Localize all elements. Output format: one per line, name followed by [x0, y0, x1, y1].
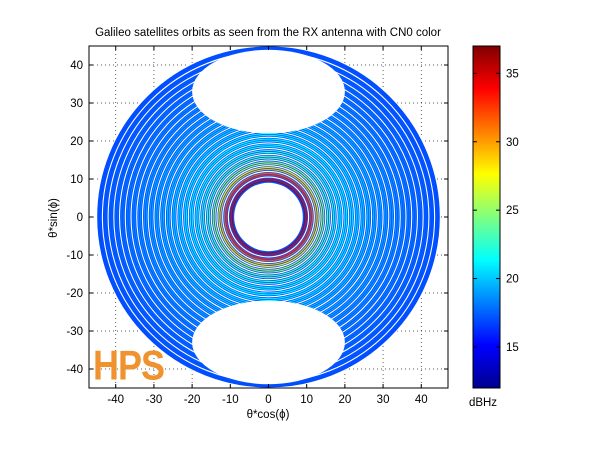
orbit-track: [203, 151, 334, 283]
colorbar-tick-label: 20: [506, 274, 519, 286]
orbit-track: [220, 168, 317, 266]
y-tick-label: -10: [66, 250, 83, 262]
orbit-track: [214, 163, 323, 271]
colorbar-label: dBHz: [469, 397, 497, 409]
orbit-track: [216, 165, 321, 269]
y-axis-ticks: -40 -30 -20 -10 0 10 20 30 40: [66, 60, 448, 376]
orbit-track: [96, 46, 441, 388]
y-tick-label: -40: [66, 364, 83, 376]
x-tick-label: 20: [338, 394, 351, 406]
orbit-track: [225, 174, 312, 260]
orbit-track: [224, 172, 313, 262]
x-tick-label: 40: [415, 394, 428, 406]
y-tick-label: -30: [66, 326, 83, 338]
x-tick-label: -40: [107, 394, 124, 406]
colorbar-tick-label: 35: [506, 68, 519, 80]
orbit-track: [197, 146, 340, 288]
y-tick-label: 40: [70, 60, 83, 72]
x-tick-label: 30: [377, 394, 390, 406]
hps-watermark-logo: HPS: [93, 341, 165, 389]
colorbar-tick-label: 30: [506, 137, 519, 149]
orbit-track: [231, 180, 306, 254]
x-tick-label: 0: [265, 394, 271, 406]
top-coverage-gap: [192, 49, 345, 134]
orbit-track: [229, 178, 308, 256]
orbit-track: [201, 149, 336, 285]
orbit-track: [199, 148, 338, 286]
x-axis-label: θ*cos(ϕ): [247, 409, 290, 421]
y-tick-label: -20: [66, 288, 83, 300]
colorbar-tick-label: 15: [506, 342, 519, 354]
orbit-track: [195, 144, 342, 290]
orbit-track: [222, 170, 315, 264]
y-axis-label: θ*sin(ϕ): [48, 198, 60, 238]
orbit-track: [227, 176, 310, 258]
orbit-track: [189, 138, 348, 296]
chart-title: Galileo satellites orbits as seen from t…: [95, 27, 441, 39]
y-tick-label: 20: [70, 136, 83, 148]
orbit-track: [206, 155, 331, 279]
x-tick-label: -30: [146, 394, 163, 406]
orbit-track: [193, 142, 344, 292]
x-tick-label: 10: [300, 394, 313, 406]
orbit-track: [187, 136, 350, 298]
y-tick-label: 30: [70, 98, 83, 110]
zenith-void: [234, 182, 303, 252]
orbit-track: [212, 161, 325, 273]
orbit-track: [204, 153, 333, 281]
y-tick-label: 10: [70, 174, 83, 186]
x-tick-label: -20: [184, 394, 201, 406]
x-tick-label: -10: [222, 394, 239, 406]
orbit-track: [218, 167, 319, 267]
orbit-track: [210, 159, 327, 275]
orbit-track: [191, 140, 346, 294]
orbit-track: [208, 157, 329, 277]
orbit-track: [185, 134, 352, 300]
colorbar-tick-label: 25: [506, 205, 519, 217]
colorbar-ticks: 15 20 25 30 35: [473, 68, 519, 354]
bottom-coverage-gap: [192, 300, 345, 385]
colorbar: [472, 45, 501, 389]
orbit-tracks: [96, 46, 441, 388]
y-tick-label: 0: [77, 212, 83, 224]
x-axis-ticks: -40 -30 -20 -10 0 10 20 30 40: [107, 46, 428, 406]
